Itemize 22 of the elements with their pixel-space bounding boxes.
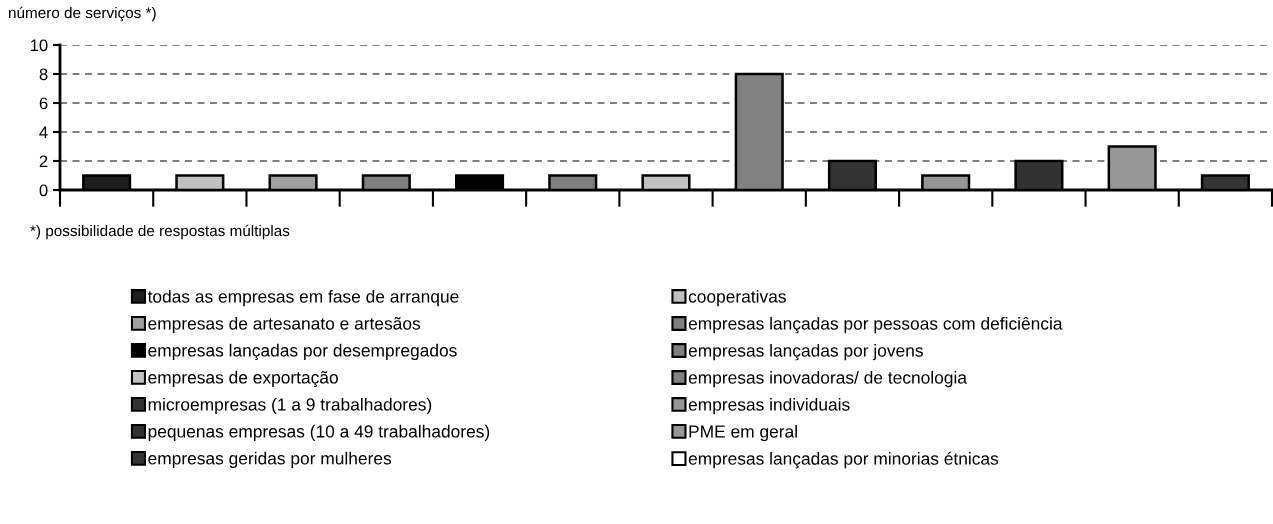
y-axis-title: número de serviços *) xyxy=(9,6,156,22)
legend-label: empresas lançadas por desempregados xyxy=(148,343,457,361)
y-tick-label: 0 xyxy=(39,184,48,197)
legend-label: empresas de exportação xyxy=(148,370,338,388)
legend-label: todas as empresas em fase de arranque xyxy=(147,289,459,307)
legend-label: microempresas (1 a 9 trabalhadores) xyxy=(148,397,432,415)
legend-label: cooperativas xyxy=(688,289,786,307)
legend-label: empresas inovadoras/ de tecnologia xyxy=(688,371,967,388)
y-tick-label: 8 xyxy=(39,68,48,81)
y-tick-label: 6 xyxy=(39,97,48,110)
legend-label: empresas lançadas por jovens xyxy=(688,343,923,361)
legend-label: empresas geridas por mulheres xyxy=(148,451,392,468)
legend-label: empresas lançadas por minorias étnicas xyxy=(688,451,999,469)
legend-label: empresas individuais xyxy=(688,397,850,415)
text: *) possibilidade de respostas múltiplas xyxy=(30,224,290,240)
legend-label: pequenas empresas (10 a 49 trabalhadores) xyxy=(148,424,490,442)
legend-label: empresas lançadas por pessoas com deficiência xyxy=(688,316,1063,334)
y-tick-label: 4 xyxy=(39,126,48,139)
legend-label: empresas de artesanato e artesãos xyxy=(148,316,421,334)
legend-label: PME em geral xyxy=(689,424,797,442)
y-tick-label: 2 xyxy=(39,155,48,168)
y-tick-label: 10 xyxy=(30,39,48,52)
